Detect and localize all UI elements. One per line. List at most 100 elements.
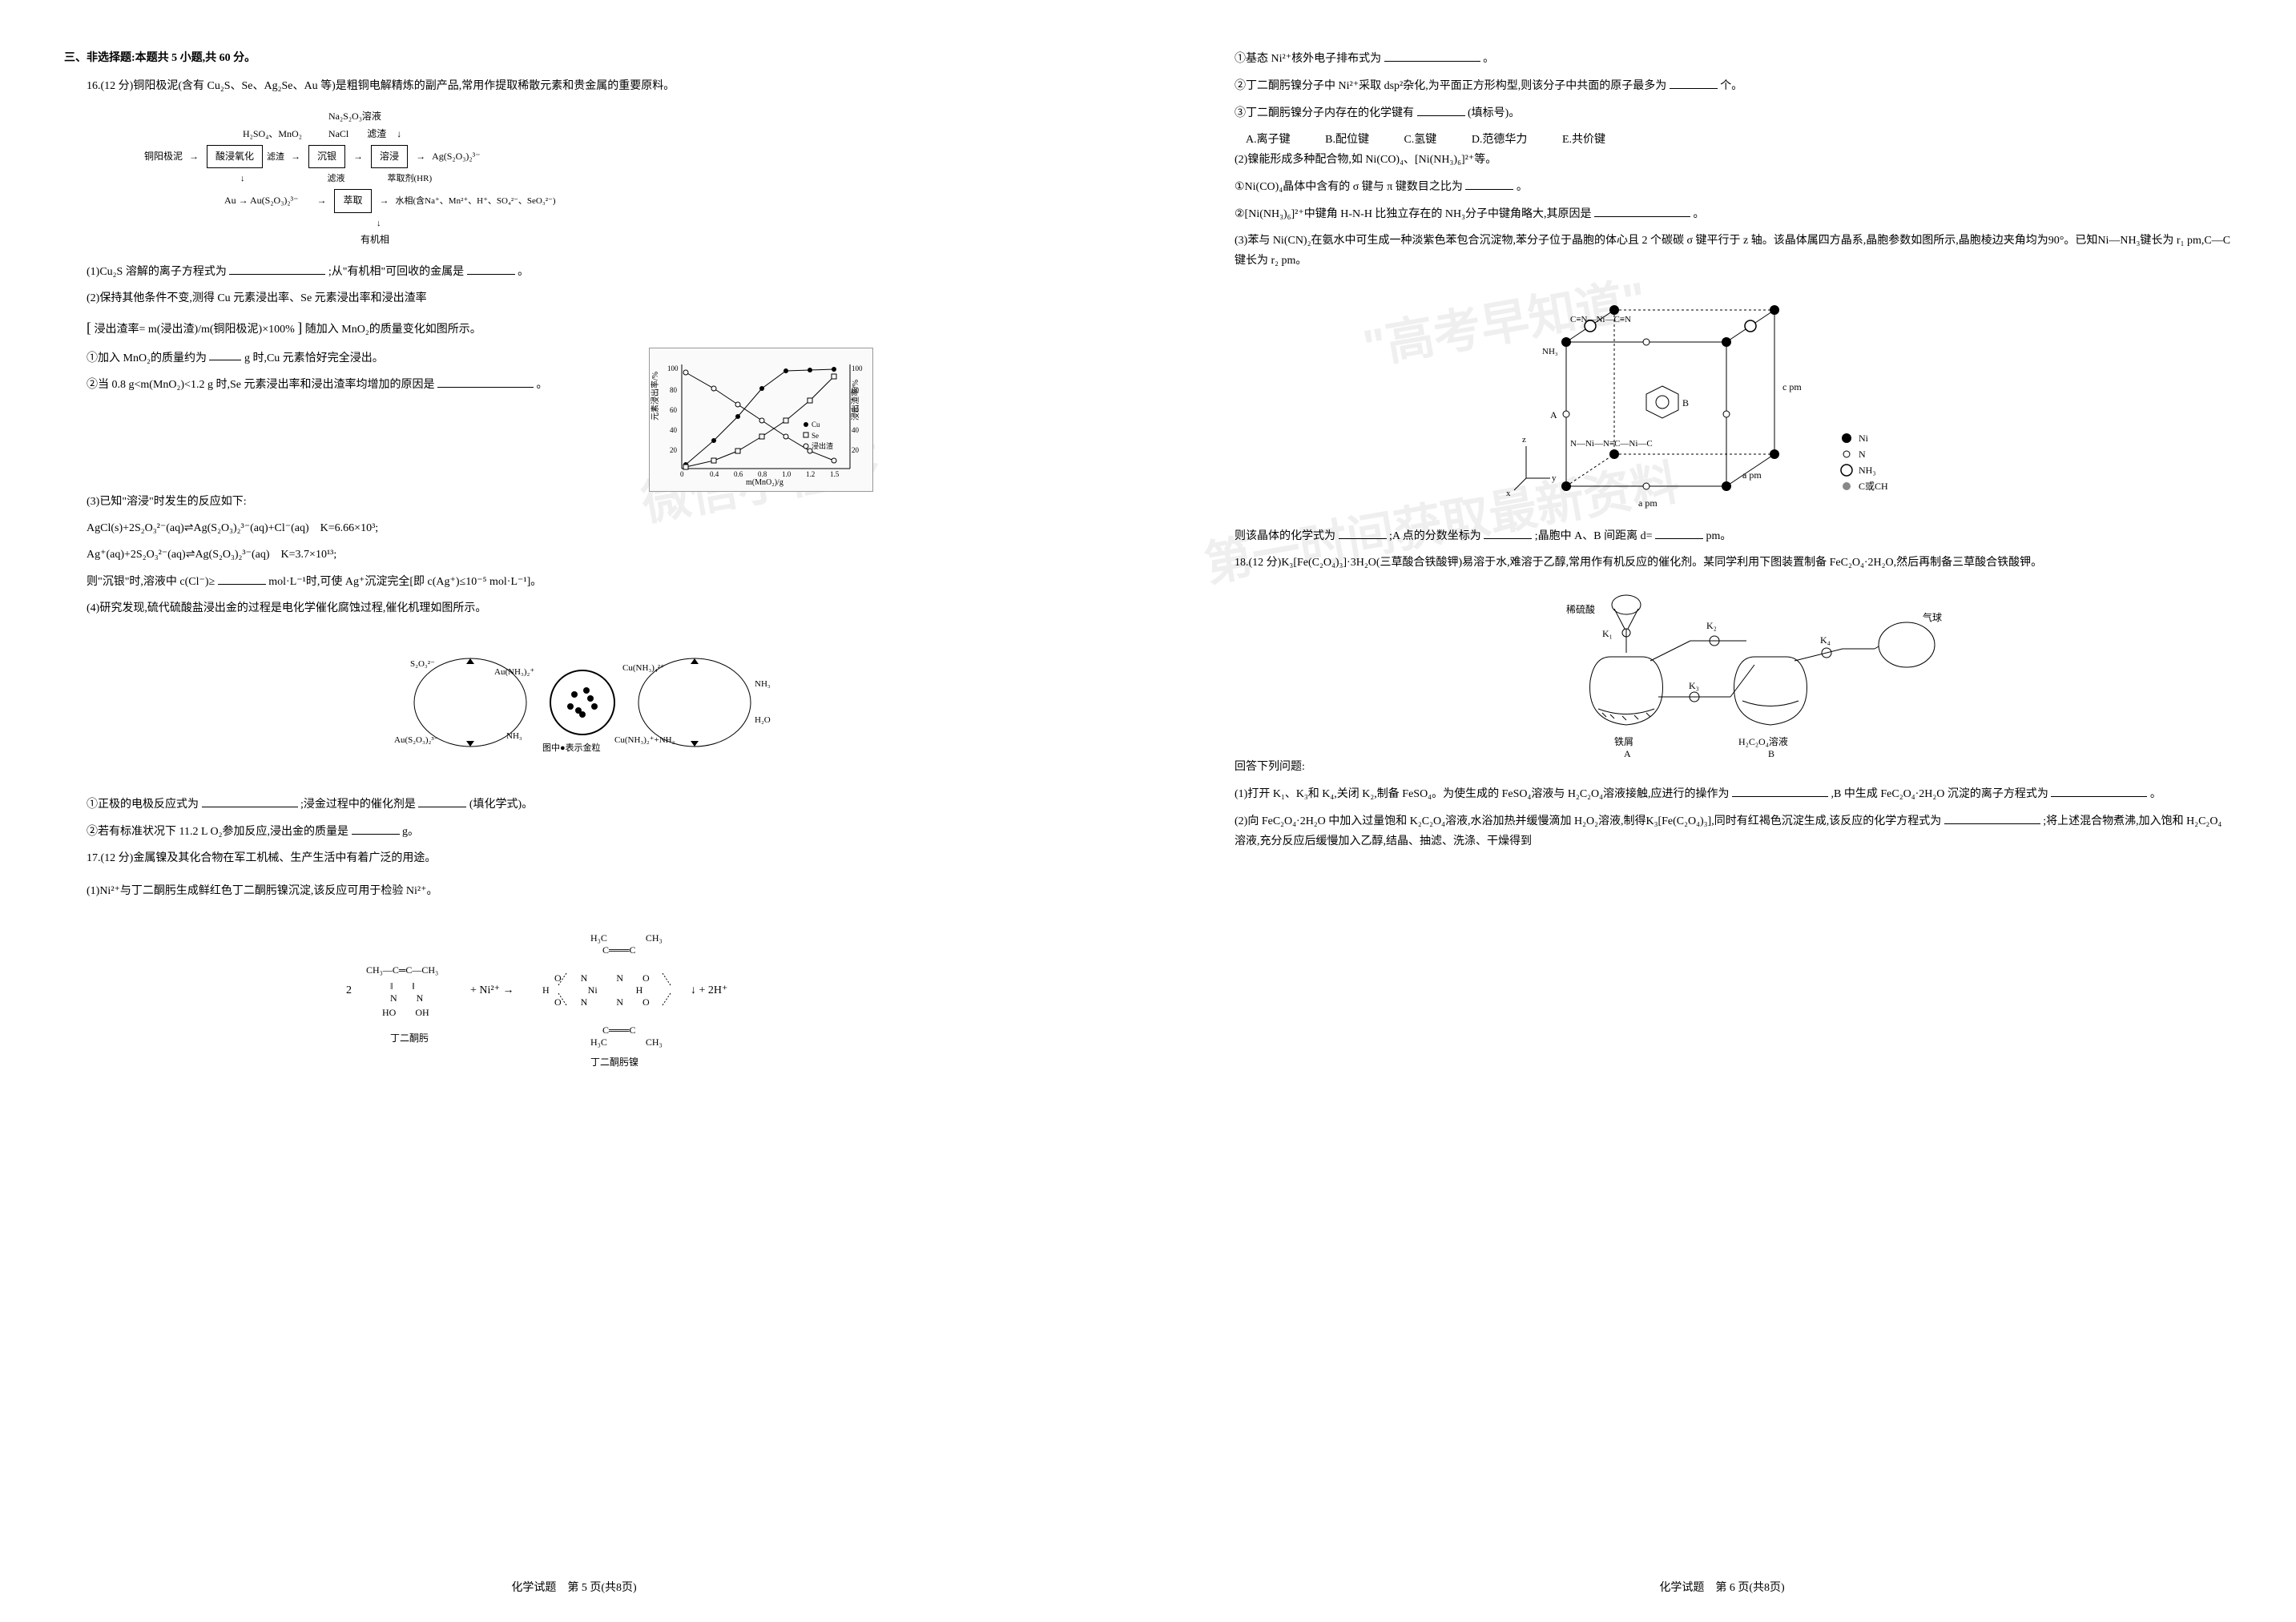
- q16-sub4-2: ②若有标准状况下 11.2 L O₂参加反应,浸出金的质量是 g。: [87, 821, 1084, 842]
- q17-sub2-2-end: 。: [1694, 208, 1705, 220]
- svg-text:Cu(NH₃)₄²⁺: Cu(NH₃)₄²⁺: [622, 663, 665, 673]
- q17-sub2-1-text: ①Ni(CO)₄晶体中含有的 σ 键与 π 键数目之比为: [1235, 181, 1463, 193]
- q16-sub2-2-text: ②当 0.8 g<m(MnO₂)<1.2 g 时,Se 元素浸出率和浸出渣率均增…: [87, 379, 434, 391]
- q17-sub2-2: ②[Ni(NH₃)₆]²⁺中键角 H-N-H 比独立存在的 NH₃分子中键角略大…: [1235, 203, 2232, 224]
- q16-sub2-text: (2)保持其他条件不变,测得 Cu 元素浸出率、Se 元素浸出率和浸出渣率: [87, 292, 427, 304]
- svg-text:S₂O₃²⁻: S₂O₃²⁻: [410, 659, 435, 669]
- q16-sub1-end: 。: [518, 266, 529, 278]
- flow-lvye: 滤液: [328, 174, 345, 183]
- svg-text:0.4: 0.4: [710, 470, 719, 478]
- svg-text:K₁: K₁: [1602, 628, 1613, 639]
- blank: [218, 571, 266, 585]
- svg-text:N N: N N: [390, 992, 424, 1004]
- svg-text:N—Ni—N≡C—Ni—C: N—Ni—N≡C—Ni—C: [1570, 439, 1653, 449]
- q18-sub2: (2)向 FeC₂O₄·2H₂O 中加入过量饱和 K₂C₂O₄溶液,水浴加热并缓…: [1235, 811, 2232, 851]
- blank: [202, 794, 298, 807]
- blank: [1732, 783, 1828, 797]
- svg-text:NH₃: NH₃: [506, 731, 522, 741]
- flow-out1: Au → Au(S₂O₃)₂³⁻: [224, 195, 298, 206]
- svg-text:铁屑: 铁屑: [1614, 736, 1633, 747]
- q17-sub1: (1)Ni²⁺与丁二酮肟生成鲜红色丁二酮肟镍沉淀,该反应可用于检验 Ni²⁺。: [87, 881, 1084, 901]
- flow-input3: Na₂S₂O₃溶液: [328, 111, 381, 122]
- q18-intro: 18.(12 分)K₃[Fe(C₂O₄)₃]·3H₂O(三草酸合铁酸钾)易溶于水…: [1212, 553, 2232, 573]
- q16-sub4: (4)研究发现,硫代硫酸盐浸出金的过程是电化学催化腐蚀过程,催化机理如图所示。: [87, 598, 1084, 618]
- catalysis-mechanism-diagram: S₂O₃²⁻ Au(NH₃)₂⁺ Au(S₂O₃)₂³⁻ NH₃ 图中●表示金粒…: [64, 630, 1084, 782]
- flow-out5: 有机相: [361, 234, 389, 245]
- svg-text:O N N O: O N N O: [554, 996, 650, 1008]
- q16-sub2: (2)保持其他条件不变,测得 Cu 元素浸出率、Se 元素浸出率和浸出渣率: [87, 288, 1084, 308]
- flow-out3: 萃取剂(HR): [388, 174, 433, 183]
- q17-sub3-q3: ;晶胞中 A、B 间距离 d=: [1535, 530, 1653, 542]
- svg-text:+ Ni²⁺ →: + Ni²⁺ →: [470, 984, 514, 996]
- q16-sub4-1-suffix: (填化学式)。: [469, 799, 533, 811]
- page-5-footer: 化学试题 第 5 页(共8页): [0, 1578, 1148, 1598]
- svg-text:60: 60: [852, 406, 860, 414]
- blank: [1670, 75, 1718, 89]
- flow-box2: 沉银: [308, 145, 345, 169]
- svg-text:2: 2: [346, 984, 352, 996]
- q16-sub3-eq1: AgCl(s)+2S₂O₃²⁻(aq)⇌Ag(S₂O₃)₂³⁻(aq)+Cl⁻(…: [87, 518, 1084, 538]
- svg-text:Se: Se: [812, 432, 819, 440]
- q16-flow-diagram: Na₂S₂O₃溶液 H₂SO₄、MnO₂ NaCl 滤渣 ↓ 铜阳极泥 → 酸浸…: [144, 108, 1084, 249]
- blank: [1484, 525, 1532, 539]
- q17-sub1-1-text: ①基态 Ni²⁺核外电子排布式为: [1235, 53, 1381, 65]
- svg-text:100: 100: [852, 364, 863, 372]
- q17-sub1-1: ①基态 Ni²⁺核外电子排布式为 。: [1235, 48, 2232, 69]
- q17-sub3-q3-suffix: pm。: [1706, 530, 1731, 542]
- svg-text:气球: 气球: [1923, 611, 1942, 623]
- dimethylglyoxime-structure: 2 CH₃—C═C—CH₃ ‖ ‖ N N HO OH 丁二酮肟 + Ni²⁺ …: [64, 913, 1084, 1079]
- svg-text:K₃: K₃: [1689, 680, 1699, 691]
- blank: [1594, 203, 1690, 217]
- q16-formula-prefix: 浸出渣率=: [95, 324, 146, 336]
- svg-text:元素浸出率/%: 元素浸出率/%: [650, 371, 660, 420]
- svg-text:100: 100: [667, 364, 679, 372]
- svg-text:C═══C: C═══C: [602, 1024, 636, 1036]
- svg-text:y: y: [1552, 473, 1557, 483]
- chart-svg: 元素浸出率/% 浸出渣率/% m(MnO₂)/g 0 0.4 0.6 0.8 1…: [650, 348, 874, 493]
- arrow-icon: →: [189, 148, 199, 166]
- svg-text:z: z: [1522, 435, 1526, 445]
- q16-sub2-1: ①加入 MnO₂的质量约为 g 时,Cu 元素恰好完全浸出。: [87, 348, 625, 368]
- svg-text:c pm: c pm: [1782, 381, 1802, 392]
- svg-text:浸出渣: 浸出渣: [812, 441, 833, 450]
- svg-text:0.6: 0.6: [734, 470, 743, 478]
- svg-text:H Ni H: H Ni H: [542, 984, 643, 996]
- flow-box1: 酸浸氧化: [207, 145, 263, 169]
- blank: [1655, 525, 1703, 539]
- q16-sub4-1-text: ①正极的电极反应式为: [87, 799, 199, 811]
- q17-sub1-3-text: ③丁二酮肟镍分子内存在的化学键有: [1235, 107, 1414, 119]
- crystal-diagram-container: A B NH₃ C≡N—Ni—C≡N N—Ni—N≡C—Ni—C c pm a …: [1212, 278, 2232, 525]
- svg-text:1.0: 1.0: [782, 470, 792, 478]
- svg-text:O N N O: O N N O: [554, 972, 650, 984]
- q16-sub4-2-text: ②若有标准状况下 11.2 L O₂参加反应,浸出金的质量是: [87, 826, 348, 838]
- flow-out4: 水相(含Na⁺、Mn²⁺、H⁺、SO₄²⁻、SeO₃²⁻): [396, 196, 556, 206]
- option-e: E.共价键: [1562, 130, 1605, 150]
- q16-sub3-q: 则"沉银"时,溶液中 c(Cl⁻)≥ mol·L⁻¹时,可使 Ag⁺沉淀完全[即…: [87, 571, 1084, 592]
- q16-sub2-2-end: 。: [536, 379, 547, 391]
- svg-text:60: 60: [670, 406, 678, 414]
- q16-sub2-1-text: ①加入 MnO₂的质量约为: [87, 352, 207, 364]
- option-d: D.范德华力: [1472, 130, 1528, 150]
- arrow-icon: →: [416, 148, 425, 166]
- svg-text:Au(NH₃)₂⁺: Au(NH₃)₂⁺: [494, 667, 534, 677]
- q17-sub3-q: 则该晶体的化学式为 ;A 点的分数坐标为 ;晶胞中 A、B 间距离 d= pm。: [1235, 525, 2232, 546]
- svg-text:丁二酮肟镍: 丁二酮肟镍: [590, 1057, 638, 1068]
- svg-text:m(MnO₂)/g: m(MnO₂)/g: [746, 478, 783, 487]
- svg-text:丁二酮肟: 丁二酮肟: [390, 1032, 429, 1044]
- q16-intro: 16.(12 分)铜阳极泥(含有 Cu₂S、Se、Ag₂Se、Au 等)是粗铜电…: [64, 76, 1084, 96]
- page-6-footer: 化学试题 第 6 页(共8页): [1148, 1578, 2296, 1598]
- page-6: ①基态 Ni²⁺核外电子排布式为 。 ②丁二酮肟镍分子中 Ni²⁺采取 dsp²…: [1148, 0, 2296, 1622]
- blank: [467, 261, 515, 275]
- svg-text:H₃C CH₃: H₃C CH₃: [590, 1036, 663, 1048]
- svg-text:Ni: Ni: [1859, 433, 1869, 444]
- section-title: 三、非选择题:本题共 5 小题,共 60 分。: [64, 48, 1084, 68]
- blank: [229, 261, 325, 275]
- q17-sub1-2-text: ②丁二酮肟镍分子中 Ni²⁺采取 dsp²杂化,为平面正方形构型,则该分子中共面…: [1235, 80, 1666, 92]
- q17-sub2-2-text: ②[Ni(NH₃)₆]²⁺中键角 H-N-H 比独立存在的 NH₃分子中键角略大…: [1235, 208, 1592, 220]
- svg-text:Cu: Cu: [812, 421, 820, 429]
- svg-text:Cu(NH₃)₂⁺+NH₃: Cu(NH₃)₂⁺+NH₃: [614, 735, 675, 745]
- svg-text:K₂: K₂: [1706, 620, 1717, 631]
- q16-sub3-q-text: 则"沉银"时,溶液中 c(Cl⁻)≥: [87, 576, 215, 588]
- svg-text:稀硫酸: 稀硫酸: [1566, 603, 1595, 615]
- q16-sub2-2: ②当 0.8 g<m(MnO₂)<1.2 g 时,Se 元素浸出率和浸出渣率均增…: [87, 374, 625, 395]
